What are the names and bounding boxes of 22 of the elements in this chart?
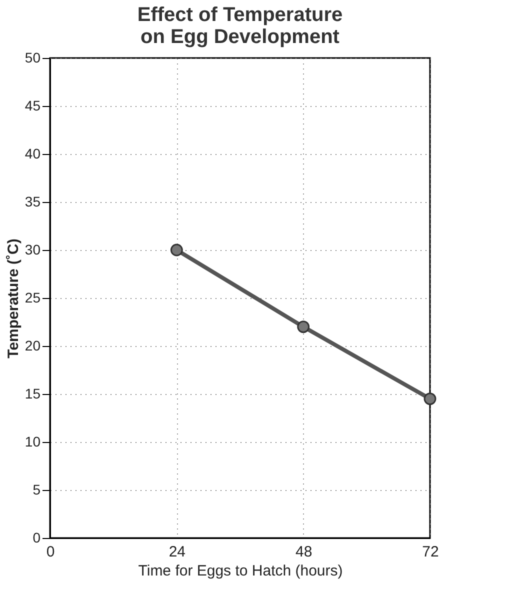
text: Effect of Temperature bbox=[137, 4, 343, 26]
text: on Egg Development bbox=[140, 26, 340, 48]
y-tick-label: 30 bbox=[24, 242, 41, 258]
y-tick-label: 40 bbox=[24, 146, 41, 162]
y-tick-label: 35 bbox=[24, 194, 41, 210]
y-tick-label: 20 bbox=[24, 338, 41, 354]
x-axis-title: Time for Eggs to Hatch (hours) bbox=[138, 562, 343, 580]
x-tick-label: 72 bbox=[422, 544, 439, 560]
x-tick-label: 48 bbox=[295, 544, 312, 560]
point bbox=[297, 320, 310, 334]
x-tick-label: 0 bbox=[46, 544, 55, 560]
x-tick-label: 24 bbox=[168, 544, 186, 560]
point bbox=[170, 244, 183, 256]
y-tick-label: 10 bbox=[24, 434, 41, 450]
y-tick-label: 45 bbox=[24, 98, 41, 114]
y-axis-title: Temperature (˚C) bbox=[4, 238, 22, 358]
point bbox=[424, 392, 436, 406]
y-tick-label: 50 bbox=[24, 50, 41, 66]
y-tick-label: 25 bbox=[24, 290, 41, 306]
y-tick-label: 0 bbox=[32, 530, 41, 546]
y-tick-label: 5 bbox=[32, 482, 41, 498]
y-tick-label: 15 bbox=[24, 386, 41, 402]
